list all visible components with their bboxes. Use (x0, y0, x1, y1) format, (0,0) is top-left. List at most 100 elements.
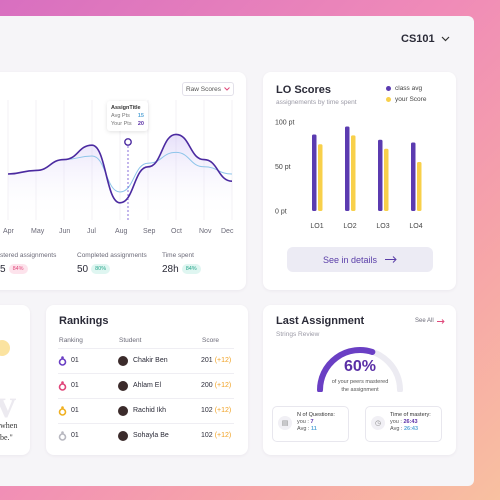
last-assignment-subtitle: Strings Review (276, 331, 320, 338)
x-tick: Jun (59, 228, 71, 235)
clock-icon: ◷ (371, 416, 385, 430)
stat-mastered-badge: 84% (8, 264, 28, 275)
questions-avg-label: Avg : (297, 426, 310, 432)
stat-completed: 50 80% (77, 264, 111, 275)
chevron-down-icon (441, 36, 450, 42)
stat-mastered-value: 5 (0, 264, 6, 275)
score-cell: 201 (+12) (201, 357, 231, 364)
mastery-avg-value: 26:43 (403, 426, 419, 432)
ranking-row[interactable]: 01 Sohayla Be 102 (+12) (58, 423, 234, 447)
questions-title: N of Questions: (297, 412, 335, 418)
tooltip-title: AssignTitle (111, 105, 141, 111)
questions-you-value: 7 (310, 419, 314, 425)
legend-class-avg: class avg (386, 85, 422, 92)
gauge-caption-line: the assignment (341, 387, 379, 393)
score-cell: 102 (+12) (201, 432, 231, 439)
rank-number: 01 (71, 432, 79, 439)
quote-decoration-circle (0, 340, 10, 356)
quote-mark-icon: v (0, 381, 16, 426)
hover-point[interactable] (124, 138, 132, 146)
lo-scores-subtitle: assignements by time spent (276, 99, 357, 106)
mastery-title: Time of mastery: (390, 412, 431, 418)
rank-number: 01 (71, 382, 79, 389)
legend-your-score: your Score (386, 96, 426, 103)
tooltip-your-label: Your Pts (111, 121, 132, 127)
mastery-time-box: ◷ Time of mastery: you : 26:43 Avg : 26:… (365, 406, 442, 442)
gauge-fill (317, 347, 376, 392)
chart-tooltip: AssignTitle Avg Pts 15 Your Pts 20 (107, 101, 148, 131)
bar-class-avg[interactable] (345, 126, 350, 211)
mastery-avg-label: Avg : (390, 426, 403, 432)
tooltip-avg-value: 15 (137, 113, 144, 119)
ranking-row[interactable]: 01 Rachid Ikh 102 (+12) (58, 398, 234, 422)
stat-time-value: 28h (162, 264, 179, 275)
rank-cell: 01 (58, 430, 118, 441)
last-assignment-title: Last Assignment (276, 315, 365, 327)
student-cell: Rachid Ikh (118, 405, 201, 416)
see-all-label: See All (415, 318, 434, 324)
medal-icon (58, 380, 67, 391)
stat-completed-label: Completed assignments (77, 252, 147, 259)
y-tick-label: 50 pt (275, 164, 291, 171)
col-student: Student (119, 337, 142, 344)
student-name: Ahlam El (133, 382, 162, 389)
tooltip-your-value: 20 (137, 121, 144, 127)
see-in-details-button[interactable]: See in details (287, 247, 433, 272)
student-name: Rachid Ikh (133, 407, 167, 414)
raw-scores-select[interactable]: Raw Scores (182, 82, 234, 96)
y-tick-label: 0 pt (275, 209, 287, 216)
y-tick-label: 100 pt (275, 120, 295, 127)
gauge-caption: of your peers mastered the assignment (313, 378, 407, 394)
student-name: Chakir Ben (133, 357, 168, 364)
ranking-row[interactable]: 01 Ahlam El 200 (+12) (58, 373, 234, 397)
your-pts-line (7, 133, 233, 204)
col-score: Score (202, 337, 219, 344)
score-value: 102 (201, 432, 213, 439)
student-cell: Ahlam El (118, 380, 201, 391)
medal-icon (58, 430, 67, 441)
avatar (118, 380, 128, 391)
bar-your-score[interactable] (417, 162, 422, 211)
x-category-label: LO3 (376, 223, 389, 230)
stat-time: 28h 84% (162, 264, 201, 275)
bar-your-score[interactable] (384, 148, 389, 211)
bar-class-avg[interactable] (378, 139, 383, 211)
score-delta: (+12) (214, 357, 232, 364)
lo-scores-title: LO Scores (276, 84, 332, 96)
gauge-caption-line: of your peers mastered (331, 379, 389, 385)
quote-word: when (0, 421, 18, 430)
stat-time-badge: 84% (181, 264, 201, 275)
stat-mastered: 5 84% (0, 264, 28, 275)
score-value: 102 (201, 407, 213, 414)
course-selector[interactable]: CS101 (401, 33, 450, 45)
arrow-right-icon (436, 318, 445, 324)
x-tick: Nov (199, 228, 212, 235)
arrow-right-icon (385, 256, 397, 263)
legend-your-score-label: your Score (395, 96, 427, 103)
your-pts-area (8, 134, 232, 220)
bar-class-avg[interactable] (312, 134, 317, 211)
score-cell: 200 (+12) (201, 382, 231, 389)
bar-your-score[interactable] (351, 135, 356, 211)
mastery-you-value: 26:43 (403, 419, 418, 425)
rank-cell: 01 (58, 380, 118, 391)
ranking-row[interactable]: 01 Chakir Ben 201 (+12) (58, 348, 234, 372)
tooltip-avg-label: Avg Pts (111, 113, 130, 119)
overview-line-chart (7, 100, 233, 220)
x-tick: Aug (115, 228, 128, 235)
questions-you-label: you : (297, 419, 309, 425)
bar-your-score[interactable] (318, 144, 323, 211)
avatar (118, 430, 128, 441)
see-all-link[interactable]: See All (415, 318, 445, 324)
x-tick: Sep (143, 228, 156, 235)
see-in-details-label: See in details (322, 254, 378, 265)
bar-class-avg[interactable] (411, 142, 416, 211)
course-label: CS101 (401, 33, 435, 45)
score-delta: (+12) (214, 407, 232, 414)
chevron-down-icon (224, 87, 230, 91)
x-category-label: LO1 (310, 223, 323, 230)
score-value: 201 (201, 357, 213, 364)
rank-cell: 01 (58, 355, 118, 366)
x-tick: Apr (3, 228, 14, 235)
score-delta: (+12) (214, 382, 232, 389)
